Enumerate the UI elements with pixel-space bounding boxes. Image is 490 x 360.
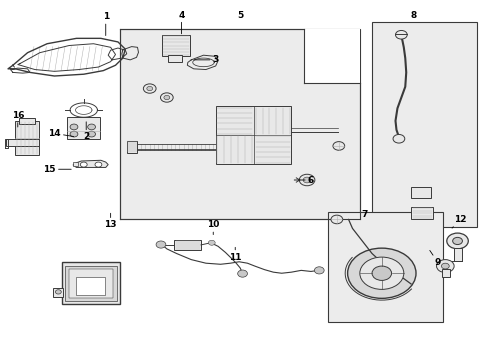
Circle shape [315,267,324,274]
Text: 7: 7 [362,210,368,219]
Circle shape [360,257,404,289]
Bar [53,288,63,297]
Bar [121,30,360,220]
Circle shape [395,31,407,39]
Circle shape [238,270,247,277]
Bar [442,269,450,277]
Circle shape [299,174,315,186]
Text: 16: 16 [12,111,24,127]
Circle shape [164,95,170,100]
Bar [411,187,431,198]
Circle shape [95,162,102,167]
Text: 1: 1 [102,12,109,36]
Circle shape [453,237,463,244]
Text: 13: 13 [104,213,117,229]
Text: 9: 9 [430,251,441,267]
Circle shape [208,240,215,245]
Circle shape [333,141,344,150]
Circle shape [372,266,392,280]
Circle shape [156,241,166,248]
Bar [15,121,39,155]
Text: 8: 8 [411,10,416,19]
Bar [372,22,477,226]
Text: 12: 12 [452,215,466,228]
Bar [174,240,201,250]
Bar [328,212,443,321]
Circle shape [147,86,153,91]
Bar [69,269,113,298]
Polygon shape [73,160,108,167]
Bar [304,30,360,83]
Circle shape [70,131,78,137]
Circle shape [437,260,454,273]
Circle shape [331,215,343,224]
Bar [454,248,462,261]
Circle shape [303,177,311,183]
Text: 6: 6 [294,176,314,185]
Text: 4: 4 [178,10,185,34]
Text: 15: 15 [43,165,71,174]
Text: 11: 11 [229,247,242,262]
Text: 3: 3 [194,55,219,64]
Circle shape [160,93,173,102]
Circle shape [55,290,61,294]
Circle shape [447,233,468,249]
Circle shape [70,124,78,130]
Circle shape [393,134,405,143]
Text: 10: 10 [207,220,220,235]
Bar [65,266,117,301]
Bar [73,162,78,166]
Circle shape [88,124,96,130]
Circle shape [347,248,416,298]
Circle shape [88,131,96,137]
Bar [162,35,190,56]
Bar [168,55,182,62]
Bar [76,277,105,295]
Text: 2: 2 [83,122,89,141]
Circle shape [441,263,449,269]
Bar [19,118,35,125]
Circle shape [80,162,87,167]
Text: 14: 14 [48,129,74,138]
Bar [411,207,433,220]
Bar [67,117,100,139]
Bar [216,107,292,164]
Bar [62,262,121,304]
Text: 5: 5 [237,10,243,19]
Circle shape [144,84,156,93]
Bar [5,139,39,146]
Bar [127,140,137,153]
